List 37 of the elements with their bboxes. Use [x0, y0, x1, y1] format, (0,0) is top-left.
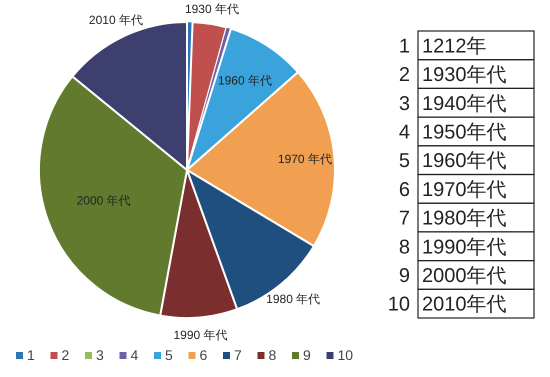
legend-label: 6 — [200, 347, 208, 363]
text: 1950年代 — [422, 121, 506, 144]
text: 1970年代 — [422, 178, 506, 201]
legend-label: 9 — [303, 347, 311, 363]
text: 2010年代 — [422, 294, 506, 316]
legend-label: 4 — [130, 347, 138, 363]
text: 1960 年代 — [218, 74, 272, 88]
legend-label: 5 — [165, 347, 173, 363]
legend-label: 2 — [62, 347, 70, 363]
category-label: 1 — [398, 35, 410, 58]
text: 1970 年代 — [278, 152, 332, 166]
category-label: 3 — [398, 92, 410, 115]
legend-label: 8 — [268, 347, 276, 363]
category-label: 9 — [398, 264, 410, 287]
category-label: 5 — [398, 150, 410, 172]
text: 1212年 — [422, 35, 486, 58]
legend-label: 10 — [338, 347, 354, 363]
text: 1940年代 — [422, 92, 506, 115]
slice-label: 6 — [398, 178, 410, 201]
category-label: 4 — [398, 121, 410, 144]
text: 2000 年代 — [76, 194, 131, 208]
text: 1930 年代 — [184, 2, 239, 16]
category-label: 10 — [388, 294, 410, 316]
legend-label: 3 — [96, 347, 104, 363]
category-label: 8 — [398, 236, 410, 258]
text: 1980 年代 — [266, 292, 320, 306]
legend-label: 7 — [234, 347, 242, 363]
text: 2010 年代 — [88, 13, 143, 28]
text: 1990年代 — [422, 236, 506, 258]
text: 1960年代 — [422, 150, 506, 172]
text: 1980年代 — [422, 208, 506, 230]
legend-label: 1 — [27, 347, 35, 363]
text: 2000年代 — [422, 264, 506, 287]
category-label: 7 — [398, 208, 410, 230]
category-label: 2 — [398, 64, 410, 86]
text: 1930年代 — [422, 64, 506, 86]
text: 1990 年代 — [174, 328, 228, 342]
